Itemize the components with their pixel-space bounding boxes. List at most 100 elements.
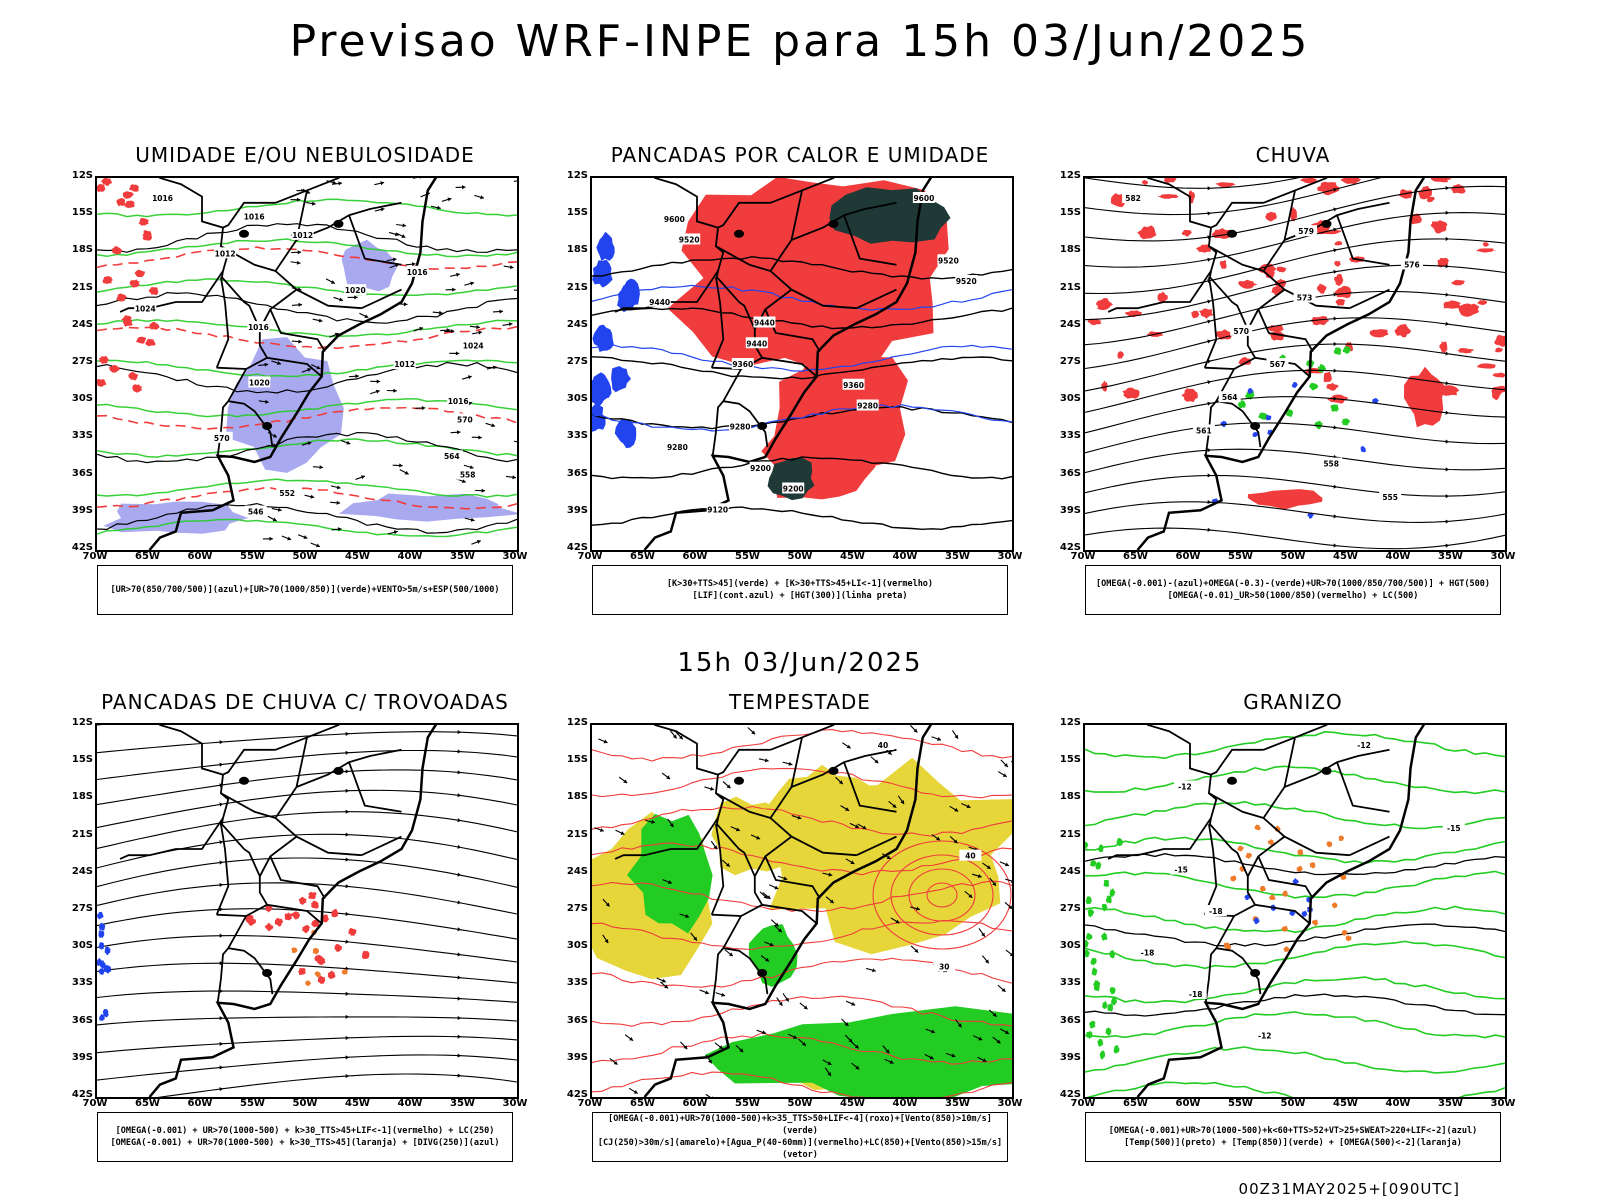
svg-text:570: 570	[1233, 327, 1249, 336]
lon-tick-label: 50W	[292, 551, 318, 562]
svg-text:9440: 9440	[754, 319, 775, 328]
svg-text:552: 552	[279, 489, 295, 498]
lon-tick-label: 50W	[787, 1098, 813, 1109]
panel-title: UMIDADE E/OU NEBULOSIDADE	[135, 143, 475, 167]
lat-tick-label: 18S	[566, 791, 588, 803]
svg-text:-12: -12	[1357, 741, 1371, 750]
lat-tick-label: 33S	[1059, 977, 1081, 989]
lon-tick-label: 60W	[1175, 1098, 1201, 1109]
svg-text:9280: 9280	[667, 443, 688, 452]
svg-text:9280: 9280	[857, 402, 878, 411]
legend-line: [OMEGA(-0.001)+UR>70(1000-500)+k>35_TTS>…	[608, 1114, 992, 1136]
lon-tick-label: 45W	[345, 1098, 370, 1109]
lon-tick-label: 65W	[630, 1098, 655, 1109]
contour-label: 576	[1400, 258, 1423, 270]
lat-tick-label: 15S	[1059, 207, 1081, 219]
contour-label: -12	[1173, 780, 1196, 792]
contour-label: 546	[244, 505, 267, 517]
lat-tick-label: 21S	[71, 828, 93, 840]
lat-tick-label: 42S	[566, 1089, 588, 1100]
lat-tick-label: 33S	[71, 977, 93, 989]
panel-title: GRANIZO	[1243, 690, 1343, 714]
lat-tick-label: 30S	[566, 940, 588, 952]
contour-label: 1024	[134, 302, 157, 314]
contour-label: 1016	[243, 210, 266, 222]
contour-label: 9600	[663, 212, 686, 224]
panel-title: TEMPESTADE	[729, 690, 871, 714]
lat-tick-label: 24S	[566, 865, 588, 877]
svg-text:40: 40	[878, 741, 888, 750]
legend-line: [OMEGA(-0.001) + UR>70(1000-500) + k>30_…	[115, 1126, 495, 1136]
lat-tick-label: 33S	[566, 977, 588, 989]
map-canvas	[97, 725, 517, 1097]
lon-tick-label: 55W	[735, 1098, 760, 1109]
run-info: 00Z31MAY2025+[090UTC]	[1238, 1180, 1460, 1198]
svg-text:564: 564	[444, 452, 460, 461]
contour-label: 9360	[842, 378, 865, 390]
lat-tick-label: 33S	[71, 430, 93, 442]
lat-tick-label: 27S	[1059, 356, 1081, 367]
lon-tick-label: 30W	[1490, 1098, 1516, 1109]
svg-text:1016: 1016	[152, 194, 173, 203]
lon-tick-label: 60W	[187, 1098, 213, 1109]
lat-tick-label: 36S	[1059, 467, 1081, 479]
lat-tick-label: 15S	[71, 207, 93, 219]
lat-tick-label: 39S	[71, 1051, 93, 1063]
contour-label: -12	[1253, 1029, 1276, 1041]
contour-label: 1016	[247, 321, 270, 333]
svg-text:1020: 1020	[249, 378, 270, 387]
lon-tick-label: 70W	[82, 1098, 108, 1109]
map-panel: 582 579 576 573 570 567 564 561 558 555	[1083, 176, 1507, 552]
map-panel: 40 40 30	[590, 723, 1014, 1099]
lon-tick-label: 50W	[787, 551, 813, 562]
lat-tick-label: 21S	[71, 281, 93, 293]
legend-line: [OMEGA(-0.01)_UR>50(1000/850)(vermelho) …	[1167, 591, 1419, 601]
lat-tick-label: 39S	[1059, 1051, 1081, 1063]
lat-tick-label: 27S	[1059, 903, 1081, 914]
lon-tick-label: 45W	[345, 551, 370, 562]
lon-tick-label: 60W	[187, 551, 213, 562]
contour-label: 9520	[937, 254, 960, 266]
lat-tick-label: 42S	[566, 542, 588, 553]
svg-text:9120: 9120	[707, 505, 728, 514]
contour-label: -18	[1204, 905, 1227, 916]
contour-label: 561	[1192, 424, 1215, 436]
lon-tick-label: 50W	[1280, 1098, 1306, 1109]
lat-tick-label: 27S	[71, 903, 93, 914]
lat-tick-label: 12S	[71, 170, 93, 181]
svg-text:1024: 1024	[135, 305, 156, 314]
lon-tick-label: 35W	[450, 551, 475, 562]
lat-tick-label: 33S	[566, 430, 588, 442]
contour-label: -15	[1170, 863, 1193, 875]
contour-label: 1012	[393, 358, 416, 369]
panel-title: CHUVA	[1255, 143, 1331, 167]
svg-text:582: 582	[1125, 194, 1141, 203]
svg-text:558: 558	[460, 471, 476, 480]
contour-label: 1020	[248, 376, 271, 388]
contour-label: 9280	[666, 441, 689, 452]
contour-label: 555	[1379, 490, 1402, 502]
contour-label: 1012	[291, 228, 314, 240]
contour-label: 552	[276, 487, 299, 499]
lat-tick-label: 12S	[566, 170, 588, 181]
lon-tick-label: 45W	[1333, 1098, 1358, 1109]
lon-tick-label: 70W	[1070, 1098, 1096, 1109]
lon-tick-label: 30W	[502, 551, 528, 562]
lon-tick-label: 45W	[1333, 551, 1358, 562]
lat-tick-label: 30S	[71, 940, 93, 952]
map-panel: 9600 9600 9520 9520 9520 9440 9440 9440 9360 9360…	[590, 176, 1014, 552]
contour-label: 570	[210, 431, 233, 443]
lat-tick-label: 36S	[71, 1014, 93, 1026]
contour-label: 40	[959, 849, 982, 861]
contour-label: -15	[1442, 822, 1465, 833]
lon-tick-label: 40W	[1385, 1098, 1411, 1109]
lon-tick-label: 35W	[1438, 551, 1463, 562]
contour-label: 9520	[678, 233, 701, 245]
legend-line: [LIF](cont.azul) + [HGT(300)](linha pret…	[692, 591, 908, 601]
contour-label: -18	[1184, 988, 1207, 999]
contour-label: 564	[1218, 391, 1241, 403]
contour-label: 1024	[462, 339, 485, 351]
lon-tick-label: 55W	[735, 551, 760, 562]
lon-tick-label: 65W	[1123, 551, 1148, 562]
svg-text:-12: -12	[1258, 1032, 1272, 1041]
